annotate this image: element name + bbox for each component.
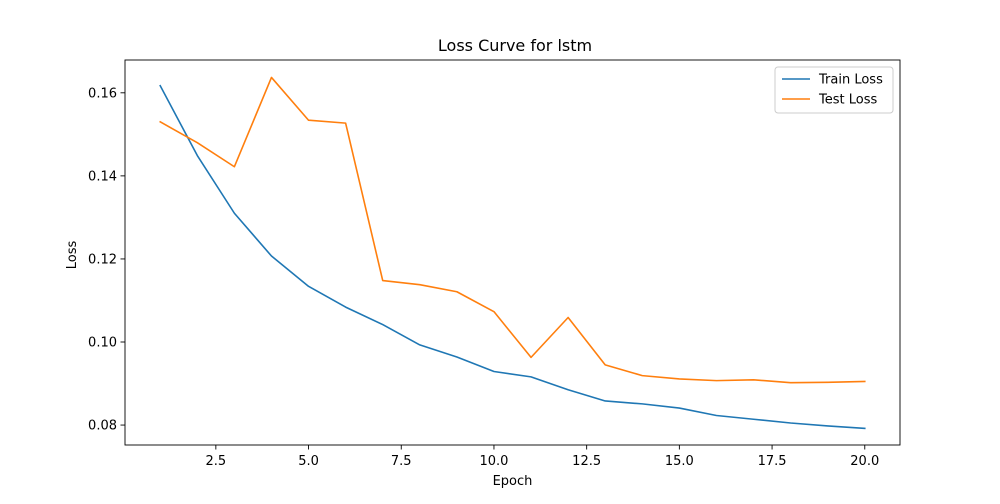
plot-area: 2.5 5.0 7.5 10.0 12.5 15.0 17.5 20.0 0.08 0.10 0.1… xyxy=(88,59,901,469)
axes-frame xyxy=(124,59,901,446)
chart-title: Loss Curve for lstm xyxy=(438,36,592,55)
legend: Train Loss Test Loss xyxy=(774,66,894,114)
x-tick-label: 5.0 xyxy=(298,454,319,469)
x-tick-label: 12.5 xyxy=(572,454,601,469)
x-tick-label: 17.5 xyxy=(758,454,787,469)
y-tick-label: 0.08 xyxy=(88,419,117,434)
x-tick-label: 7.5 xyxy=(391,454,412,469)
x-tick-label: 20.0 xyxy=(850,454,879,469)
y-tick-label: 0.10 xyxy=(88,336,117,351)
train-loss-line xyxy=(159,84,866,430)
legend-label: Test Loss xyxy=(818,93,877,108)
test-loss-line xyxy=(159,76,866,384)
y-tick-label: 0.14 xyxy=(88,169,117,184)
y-axis-label: Loss xyxy=(65,241,80,270)
y-tick-label: 0.16 xyxy=(88,86,117,101)
x-tick-label: 15.0 xyxy=(665,454,694,469)
x-tick-label: 10.0 xyxy=(479,454,508,469)
x-tick-label: 2.5 xyxy=(206,454,227,469)
y-tick-label: 0.12 xyxy=(88,252,117,267)
legend-label: Train Loss xyxy=(818,73,883,88)
x-axis-label: Epoch xyxy=(493,474,533,489)
